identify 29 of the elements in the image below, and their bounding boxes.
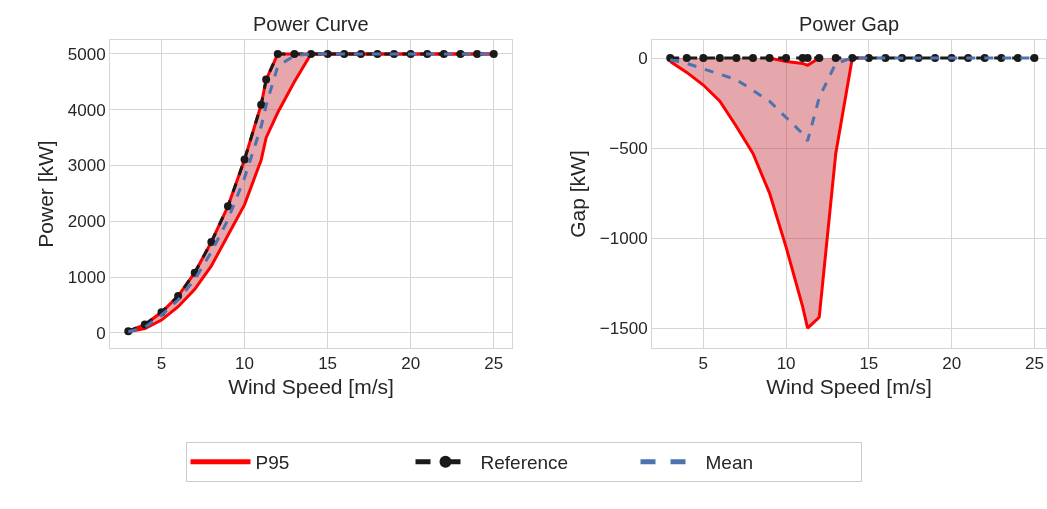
y-tick-label: 0 (638, 48, 648, 68)
y-tick-label: −1000 (599, 229, 648, 249)
x-tick-label: 15 (318, 354, 338, 374)
y-axis-title: Gap [kW] (566, 150, 589, 238)
y-tick-label: 3000 (67, 156, 106, 176)
x-tick-label: 25 (1024, 354, 1044, 374)
y-tick-label: 4000 (67, 100, 106, 120)
legend-label: Mean (705, 452, 754, 474)
x-tick-label: 5 (156, 354, 167, 374)
x-axis-title: Wind Speed [m/s] (766, 374, 932, 398)
x-tick-label: 20 (942, 354, 962, 374)
y-axis-title: Power [kW] (33, 140, 57, 248)
x-tick-label: 10 (776, 354, 796, 374)
chart-title: Power Gap (799, 13, 900, 35)
y-tick-label: −500 (609, 139, 648, 159)
y-tick-label: 0 (96, 323, 106, 343)
y-tick-label: 2000 (67, 212, 106, 232)
x-tick-label: 25 (484, 354, 504, 374)
x-tick-label: 20 (401, 354, 421, 374)
legend-label: Reference (480, 452, 569, 474)
x-tick-label: 10 (235, 354, 255, 374)
y-tick-label: 5000 (67, 44, 106, 64)
x-tick-label: 5 (698, 354, 709, 374)
x-axis-title: Wind Speed [m/s] (228, 374, 394, 398)
x-tick-label: 15 (859, 354, 879, 374)
legend-label: P95 (255, 452, 290, 474)
y-tick-label: 1000 (67, 268, 106, 288)
chart-title: Power Curve (253, 13, 369, 35)
y-tick-label: −1500 (599, 319, 648, 339)
